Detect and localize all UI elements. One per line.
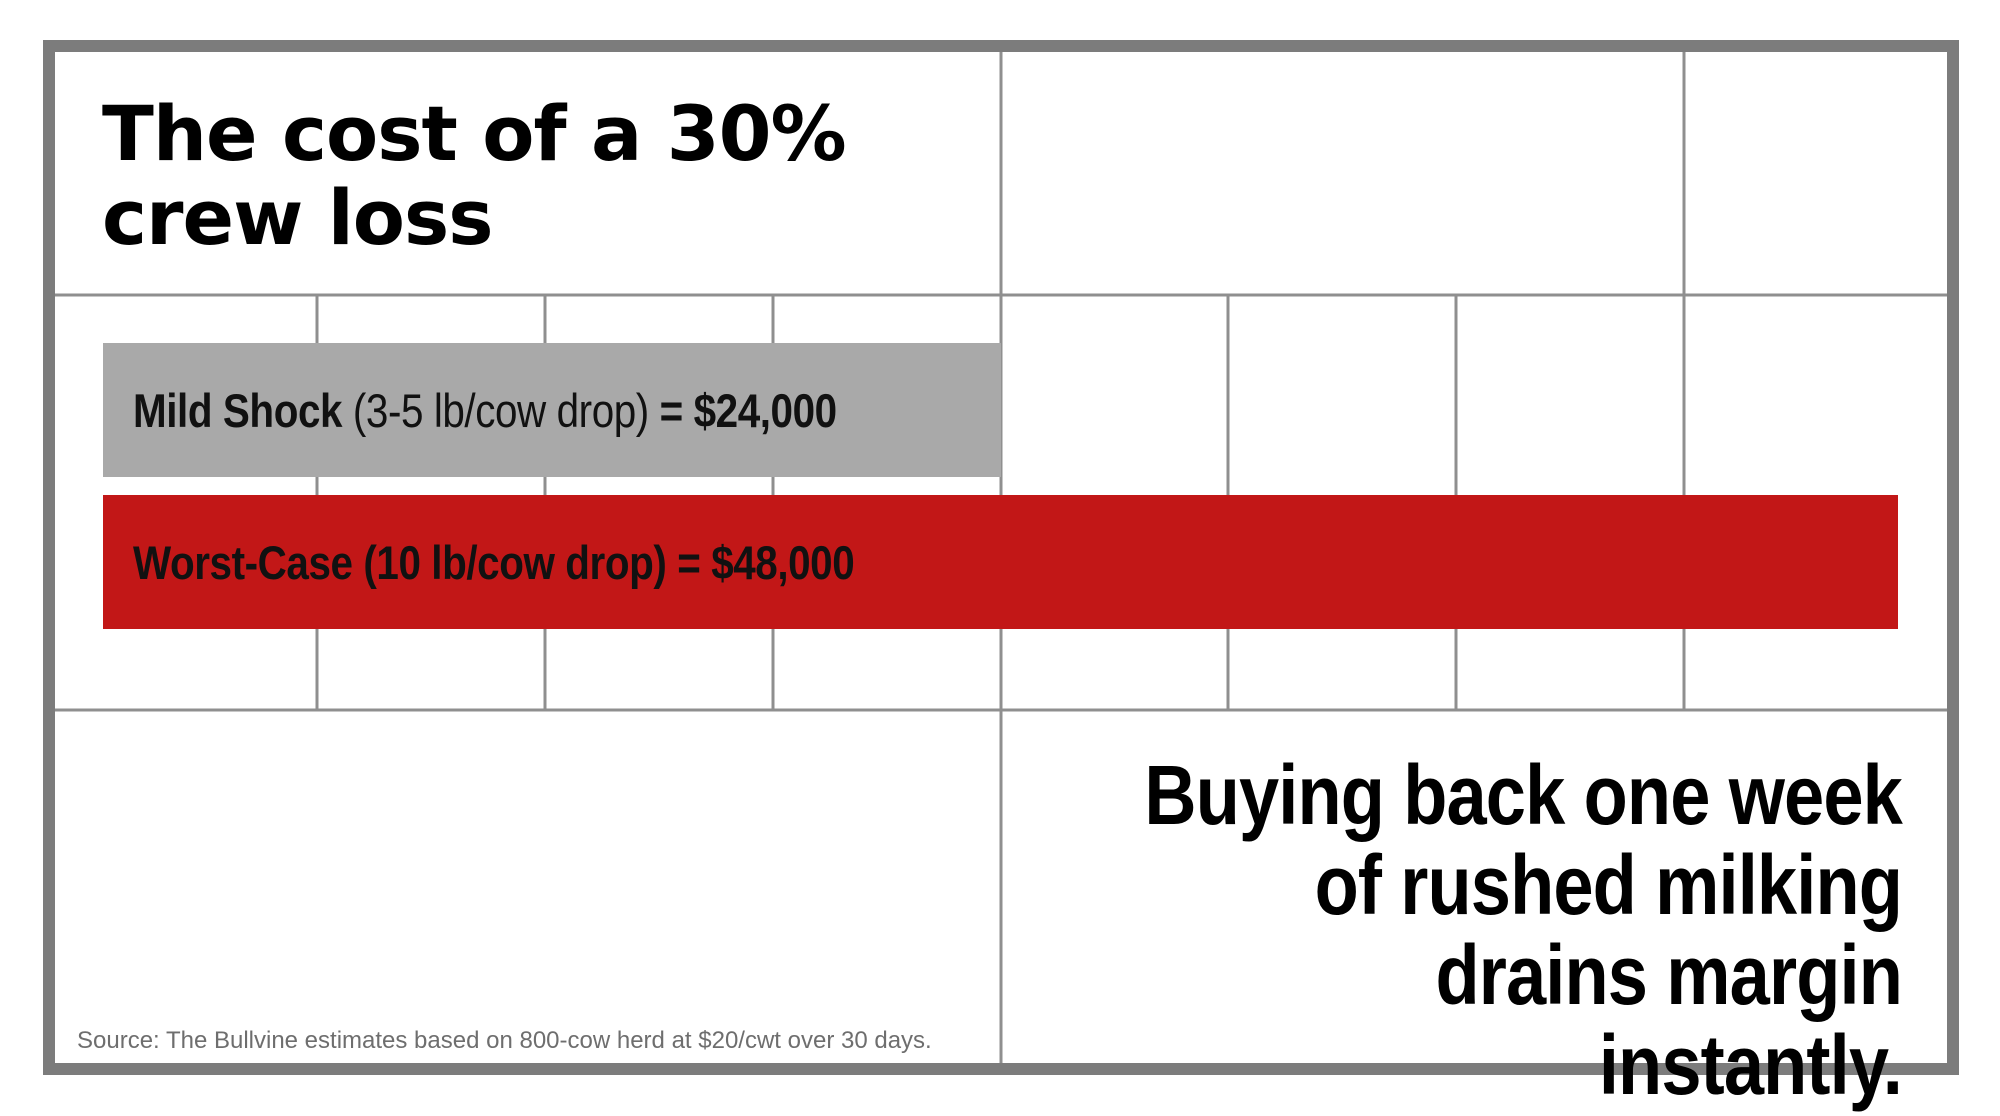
bar-label: Mild Shock (3-5 lb/cow drop) = $24,000 — [133, 383, 837, 438]
bar-name: Mild Shock — [133, 383, 343, 437]
bar-equals: = — [677, 535, 712, 589]
tagline: Buying back one week of rushed milking d… — [1144, 748, 1902, 1112]
bar-worst-case: Worst-Case (10 lb/cow drop) = $48,000 — [103, 495, 1898, 629]
bar-detail: (3-5 lb/cow drop) — [342, 383, 660, 437]
chart-title: The cost of a 30% crew loss — [102, 89, 847, 262]
bar-value-label: $48,000 — [711, 535, 855, 589]
bar-equals: = — [659, 383, 694, 437]
source-note: Source: The Bullvine estimates based on … — [77, 1027, 932, 1054]
bar-label: Worst-Case (10 lb/cow drop) = $48,000 — [133, 535, 855, 590]
bar-value-label: $24,000 — [693, 383, 838, 437]
bar-name: Worst-Case — [133, 535, 353, 589]
bar-detail: (10 lb/cow drop) — [352, 535, 678, 589]
bar-mild-shock: Mild Shock (3-5 lb/cow drop) = $24,000 — [103, 343, 1001, 477]
